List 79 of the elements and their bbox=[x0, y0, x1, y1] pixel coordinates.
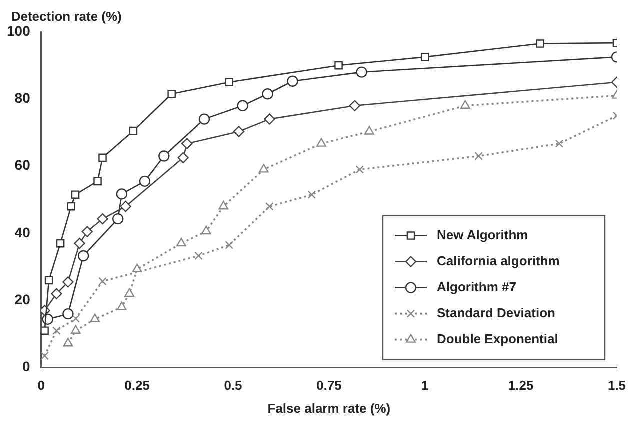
point bbox=[474, 152, 483, 160]
legend-label: New Algorithm bbox=[437, 227, 528, 242]
point bbox=[201, 226, 212, 235]
point bbox=[97, 213, 108, 225]
point bbox=[94, 177, 102, 186]
point bbox=[78, 250, 90, 262]
point bbox=[139, 176, 151, 188]
legend-label: Standard Deviation bbox=[437, 305, 556, 320]
x-tick-label: 1 bbox=[422, 378, 429, 394]
point bbox=[262, 88, 274, 100]
point bbox=[182, 138, 193, 150]
point bbox=[259, 164, 269, 173]
point bbox=[51, 288, 62, 300]
point bbox=[132, 264, 142, 273]
y-tick-label: 20 bbox=[14, 292, 31, 308]
point bbox=[356, 66, 368, 78]
point bbox=[70, 325, 81, 334]
point bbox=[62, 308, 74, 320]
point bbox=[56, 239, 65, 248]
point bbox=[74, 238, 86, 250]
point bbox=[71, 190, 80, 199]
point bbox=[44, 276, 54, 285]
point bbox=[124, 288, 135, 298]
point bbox=[316, 138, 326, 147]
point bbox=[158, 150, 170, 162]
point bbox=[308, 190, 316, 199]
point bbox=[536, 40, 544, 48]
point bbox=[194, 252, 203, 260]
point bbox=[334, 61, 343, 70]
point bbox=[63, 338, 74, 347]
x-tick-label: 0.75 bbox=[316, 378, 342, 394]
point bbox=[420, 53, 430, 62]
point bbox=[356, 166, 364, 174]
point bbox=[117, 302, 127, 310]
x-tick-label: 0.25 bbox=[124, 378, 150, 394]
y-tick-label: 0 bbox=[22, 358, 31, 375]
legend-label: Algorithm #7 bbox=[437, 279, 516, 294]
point bbox=[72, 314, 80, 323]
point bbox=[98, 154, 107, 162]
point bbox=[237, 100, 248, 112]
point bbox=[364, 126, 374, 135]
x-axis-title: False alarm rate (%) bbox=[268, 400, 391, 416]
y-tick-label: 100 bbox=[7, 22, 31, 39]
point bbox=[176, 238, 186, 247]
legend-label: Double Exponential bbox=[437, 331, 558, 346]
point bbox=[41, 326, 49, 335]
point bbox=[218, 201, 229, 210]
point bbox=[168, 90, 176, 98]
point bbox=[198, 114, 210, 125]
legend-label: California algorithm bbox=[437, 253, 560, 268]
point bbox=[266, 202, 274, 211]
y-tick-label: 40 bbox=[14, 224, 31, 240]
y-tick-label: 60 bbox=[14, 157, 31, 174]
point bbox=[52, 326, 61, 335]
x-tick-label: 1.25 bbox=[508, 378, 534, 394]
point bbox=[67, 202, 76, 211]
point bbox=[178, 152, 189, 164]
x-tick-label: 0 bbox=[38, 378, 45, 394]
point bbox=[287, 76, 298, 87]
point bbox=[225, 78, 234, 87]
point bbox=[41, 352, 49, 360]
point bbox=[129, 126, 138, 136]
point bbox=[90, 314, 100, 323]
point bbox=[120, 201, 132, 212]
point bbox=[62, 276, 74, 288]
point bbox=[233, 126, 245, 138]
x-tick-label: 1.5 bbox=[608, 378, 626, 394]
point bbox=[349, 100, 360, 112]
point bbox=[225, 241, 234, 250]
point bbox=[555, 140, 564, 148]
point bbox=[116, 188, 128, 200]
point bbox=[460, 100, 470, 109]
point bbox=[98, 277, 107, 286]
point bbox=[112, 213, 124, 225]
x-tick-label: 0.5 bbox=[224, 378, 242, 394]
y-tick-label: 80 bbox=[14, 90, 31, 106]
point bbox=[264, 114, 276, 125]
point bbox=[82, 226, 94, 238]
y-axis-title: Detection rate (%) bbox=[11, 9, 122, 24]
